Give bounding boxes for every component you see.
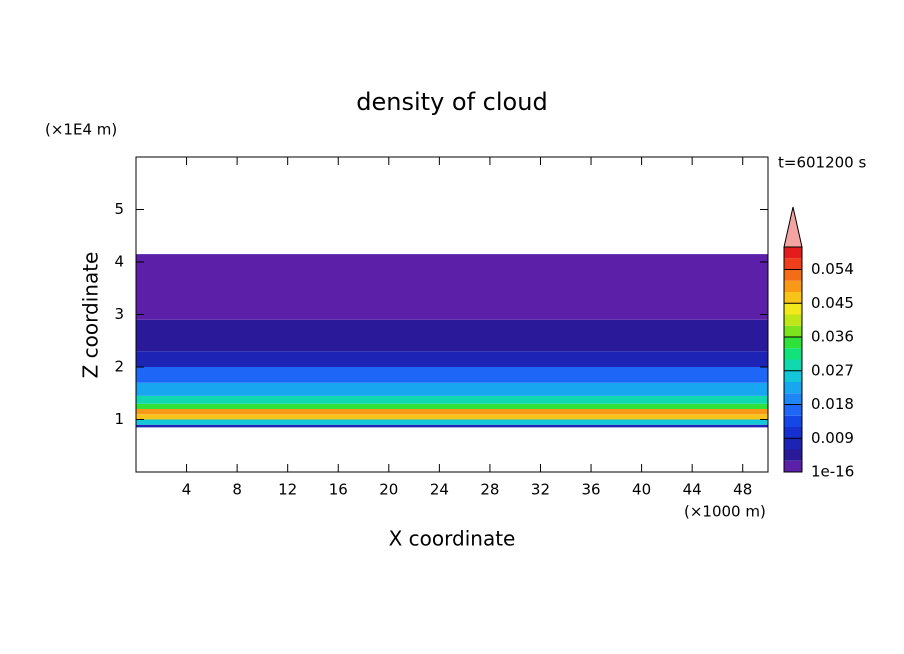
colorbar-swatch [784, 292, 802, 304]
density-band [136, 254, 768, 320]
colorbar-swatch [784, 325, 802, 337]
x-tick-label: 8 [232, 481, 242, 499]
density-band [136, 409, 768, 415]
x-tick-label: 24 [430, 481, 449, 499]
y-unit: (×1E4 m) [45, 121, 117, 139]
colorbar-swatch [784, 337, 802, 349]
colorbar-swatch [784, 460, 802, 472]
colorbar-tick-label: 1e-16 [811, 463, 854, 481]
density-band [136, 367, 768, 383]
y-tick-label: 4 [114, 253, 124, 271]
x-axis-label: X coordinate [389, 527, 516, 551]
x-tick-label: 44 [683, 481, 702, 499]
colorbar-swatch [784, 427, 802, 439]
colorbar-swatch [784, 359, 802, 371]
density-band [136, 351, 768, 367]
x-tick-label: 28 [480, 481, 499, 499]
density-band [136, 424, 768, 428]
colorbar-tick-label: 0.054 [811, 260, 854, 278]
x-tick-label: 16 [329, 481, 348, 499]
density-band [136, 395, 768, 404]
colorbar-swatch [784, 303, 802, 315]
x-tick-label: 36 [581, 481, 600, 499]
time-label: t=601200 s [778, 154, 866, 172]
colorbar-swatch [784, 438, 802, 450]
x-tick-label: 40 [632, 481, 651, 499]
colorbar-swatch [784, 393, 802, 405]
colorbar-tick-label: 0.027 [811, 361, 854, 379]
colorbar-tick-label: 0.018 [811, 395, 854, 413]
colorbar-swatch [784, 258, 802, 270]
x-tick-label: 12 [278, 481, 297, 499]
colorbar-swatch [784, 415, 802, 427]
x-tick-label: 48 [733, 481, 752, 499]
x-tick-label: 20 [379, 481, 398, 499]
colorbar-swatch [784, 348, 802, 360]
colorbar-swatch [784, 247, 802, 259]
density-band [136, 382, 768, 396]
colorbar-swatch [784, 449, 802, 461]
y-tick-label: 5 [114, 200, 124, 218]
x-tick-label: 32 [531, 481, 550, 499]
y-tick-label: 1 [114, 410, 124, 428]
density-band [136, 414, 768, 420]
colorbar-tick-label: 0.045 [811, 294, 854, 312]
chart-title: density of cloud [356, 88, 547, 116]
colorbar-swatch [784, 280, 802, 292]
x-tick-label: 4 [182, 481, 192, 499]
colorbar-swatch [784, 269, 802, 281]
colorbar-tick-label: 0.036 [811, 328, 854, 346]
density-band [136, 419, 768, 425]
colorbar-swatch [784, 314, 802, 326]
density-band [136, 319, 768, 352]
colorbar-swatch [784, 370, 802, 382]
colorbar-swatch [784, 382, 802, 394]
colorbar-extension [783, 206, 803, 248]
y-axis-label: Z coordinate [79, 252, 103, 379]
x-unit: (×1000 m) [684, 503, 766, 521]
y-tick-label: 3 [114, 305, 124, 323]
colorbar-swatch [784, 404, 802, 416]
colorbar-tick-label: 0.009 [811, 429, 854, 447]
y-tick-label: 2 [114, 358, 124, 376]
density-band [136, 403, 768, 409]
